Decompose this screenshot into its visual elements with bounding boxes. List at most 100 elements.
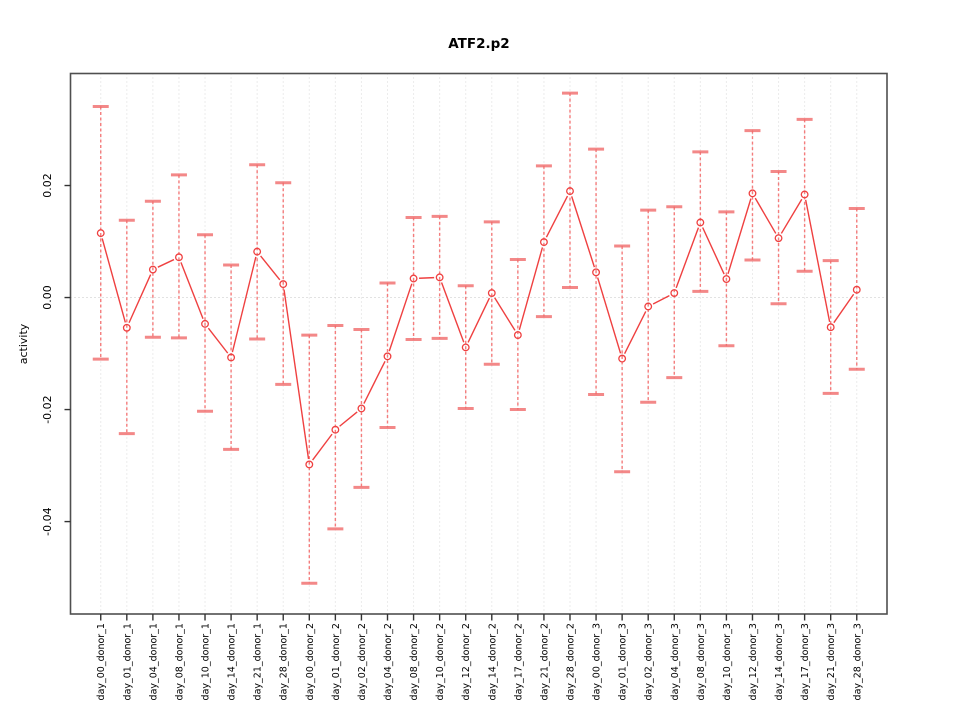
data-point [748, 189, 757, 198]
x-tick-label: day_21_donor_1 [253, 623, 264, 700]
series-line-segment [571, 196, 596, 268]
data-point [670, 289, 679, 298]
series-line-segment [518, 247, 544, 330]
x-tick-label: day_28_donor_3 [852, 623, 863, 700]
series-line-segment [675, 227, 700, 289]
y-tick-label: -0.04 [41, 507, 54, 535]
y-axis-title: activity [17, 323, 30, 364]
x-tick-label: day_01_donor_1 [122, 623, 133, 700]
series-line-segment [363, 360, 386, 404]
series-line-segment [128, 274, 152, 324]
y-tick-label: 0.02 [41, 173, 54, 198]
data-point [696, 218, 705, 227]
x-tick-label: day_21_donor_3 [826, 623, 837, 700]
data-point [409, 274, 418, 283]
data-point [826, 323, 835, 332]
x-tick-label: day_00_donor_2 [305, 623, 316, 700]
data-point [174, 253, 183, 262]
x-tick-label: day_12_donor_3 [748, 623, 759, 700]
x-tick-label: day_14_donor_3 [774, 623, 785, 700]
data-point [487, 289, 496, 298]
data-point [800, 190, 809, 199]
series-line-segment [652, 294, 670, 305]
x-tick-label: day_17_donor_3 [800, 623, 811, 700]
data-point [774, 234, 783, 243]
series-line-segment [419, 276, 435, 279]
x-tick-label: day_08_donor_1 [174, 623, 185, 700]
data-point [201, 319, 209, 328]
data-point [592, 268, 601, 277]
x-tick-label: day_08_donor_2 [409, 623, 420, 700]
data-point [96, 229, 105, 238]
chart-title: ATF2.p2 [448, 36, 509, 52]
x-tick-label: day_08_donor_3 [696, 623, 707, 700]
series-line-segment [157, 258, 175, 268]
series-line-segment [702, 227, 725, 275]
x-tick-label: day_00_donor_3 [592, 623, 603, 700]
series-line-segment [727, 198, 752, 274]
series-line-segment [231, 256, 257, 353]
series-line-segment [101, 238, 127, 323]
x-tick-label: day_14_donor_2 [487, 623, 498, 700]
data-point [148, 265, 157, 274]
data-point [644, 302, 653, 311]
series-line-segment [754, 197, 777, 234]
x-tick-label: day_04_donor_2 [383, 623, 394, 700]
y-tick-label: -0.02 [41, 395, 54, 423]
x-tick-label: day_21_donor_2 [539, 623, 550, 700]
data-point [227, 353, 236, 362]
series-line-segment [440, 282, 465, 343]
x-tick-label: day_02_donor_3 [644, 623, 655, 700]
series-line-segment [207, 327, 229, 354]
x-tick-label: day_10_donor_3 [722, 623, 733, 700]
series-line-segment [623, 311, 647, 354]
series-line-segment [545, 195, 569, 238]
series-line-segment [780, 198, 803, 234]
series-line-segment [283, 289, 310, 460]
data-point [357, 404, 366, 413]
series-line-segment [494, 297, 516, 331]
series-line-segment [804, 199, 831, 322]
x-tick-label: day_10_donor_2 [435, 623, 446, 700]
data-point [566, 187, 574, 196]
series-line-segment [388, 283, 413, 352]
data-point [383, 352, 392, 361]
data-point [122, 323, 131, 332]
x-tick-label: day_02_donor_2 [357, 623, 368, 700]
x-tick-label: day_01_donor_3 [618, 623, 629, 700]
series-line-segment [596, 277, 622, 354]
data-point [279, 280, 288, 289]
x-tick-label: day_04_donor_1 [148, 623, 159, 700]
data-point [618, 354, 627, 363]
data-point [461, 343, 470, 352]
series-line-segment [260, 255, 281, 281]
x-tick-label: day_00_donor_1 [96, 623, 107, 700]
series-line-segment [339, 411, 358, 427]
data-point [852, 285, 861, 294]
x-tick-label: day_28_donor_2 [565, 623, 576, 700]
data-point [331, 425, 340, 434]
series-line-segment [312, 433, 333, 461]
data-point [253, 247, 262, 256]
x-tick-label: day_14_donor_1 [227, 623, 238, 700]
x-tick-label: day_04_donor_3 [670, 623, 681, 700]
x-tick-label: day_12_donor_2 [461, 623, 472, 700]
data-point [435, 273, 444, 282]
plot-frame [69, 72, 888, 615]
x-tick-label: day_17_donor_2 [513, 623, 524, 700]
grid-layer [70, 73, 887, 614]
data-layer [92, 91, 865, 585]
x-tick-label: day_10_donor_1 [201, 623, 212, 700]
data-point [513, 331, 522, 340]
series-line-segment [833, 293, 855, 324]
series-line-segment [467, 297, 491, 343]
x-tick-label: day_01_donor_2 [331, 623, 342, 700]
data-point [722, 275, 731, 284]
y-tick-label: 0.00 [41, 285, 54, 310]
series-line-segment [180, 262, 204, 319]
data-point [305, 460, 314, 469]
x-tick-label: day_28_donor_1 [279, 623, 290, 700]
data-point [539, 238, 548, 247]
